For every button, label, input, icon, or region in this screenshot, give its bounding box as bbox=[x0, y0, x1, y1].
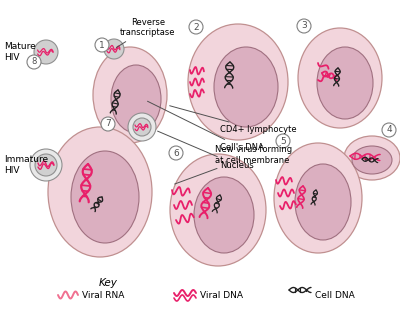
Text: Reverse
transcriptase: Reverse transcriptase bbox=[116, 18, 176, 47]
Circle shape bbox=[169, 146, 183, 160]
Text: CD4+ lymphocyte: CD4+ lymphocyte bbox=[170, 106, 297, 135]
Text: Viral DNA: Viral DNA bbox=[200, 290, 243, 300]
Text: Cell's DNA: Cell's DNA bbox=[148, 101, 264, 153]
Ellipse shape bbox=[344, 136, 400, 180]
Ellipse shape bbox=[295, 164, 351, 240]
Ellipse shape bbox=[298, 28, 382, 128]
Circle shape bbox=[297, 19, 311, 33]
Ellipse shape bbox=[188, 24, 288, 140]
Text: Nucleus: Nucleus bbox=[158, 131, 254, 169]
Ellipse shape bbox=[71, 151, 139, 243]
Circle shape bbox=[35, 154, 57, 176]
Text: Viral RNA: Viral RNA bbox=[82, 290, 124, 300]
Text: Cell DNA: Cell DNA bbox=[315, 290, 355, 300]
Text: 4: 4 bbox=[386, 125, 392, 135]
Text: 7: 7 bbox=[105, 119, 111, 129]
Text: 3: 3 bbox=[301, 21, 307, 31]
Circle shape bbox=[101, 117, 115, 131]
Ellipse shape bbox=[352, 146, 392, 174]
Ellipse shape bbox=[317, 47, 373, 119]
Text: Immature
HIV: Immature HIV bbox=[4, 155, 48, 175]
Circle shape bbox=[27, 55, 41, 69]
Circle shape bbox=[133, 118, 151, 136]
Text: Mature
HIV: Mature HIV bbox=[4, 42, 36, 62]
Circle shape bbox=[30, 149, 62, 181]
Ellipse shape bbox=[170, 154, 266, 266]
Text: New virus forming
at cell membrane: New virus forming at cell membrane bbox=[175, 145, 292, 184]
Text: Key: Key bbox=[98, 278, 118, 288]
Text: 1: 1 bbox=[99, 40, 105, 50]
Ellipse shape bbox=[214, 47, 278, 127]
Circle shape bbox=[95, 38, 109, 52]
Text: 6: 6 bbox=[173, 149, 179, 157]
Circle shape bbox=[382, 123, 396, 137]
Ellipse shape bbox=[93, 47, 167, 143]
Circle shape bbox=[189, 20, 203, 34]
Text: 8: 8 bbox=[31, 58, 37, 66]
Ellipse shape bbox=[274, 143, 362, 253]
Ellipse shape bbox=[48, 127, 152, 257]
Circle shape bbox=[104, 39, 124, 59]
Circle shape bbox=[34, 40, 58, 64]
Circle shape bbox=[128, 113, 156, 141]
Text: 2: 2 bbox=[193, 22, 199, 32]
Ellipse shape bbox=[194, 177, 254, 253]
Circle shape bbox=[276, 134, 290, 148]
Ellipse shape bbox=[111, 65, 161, 133]
Text: 5: 5 bbox=[280, 137, 286, 145]
